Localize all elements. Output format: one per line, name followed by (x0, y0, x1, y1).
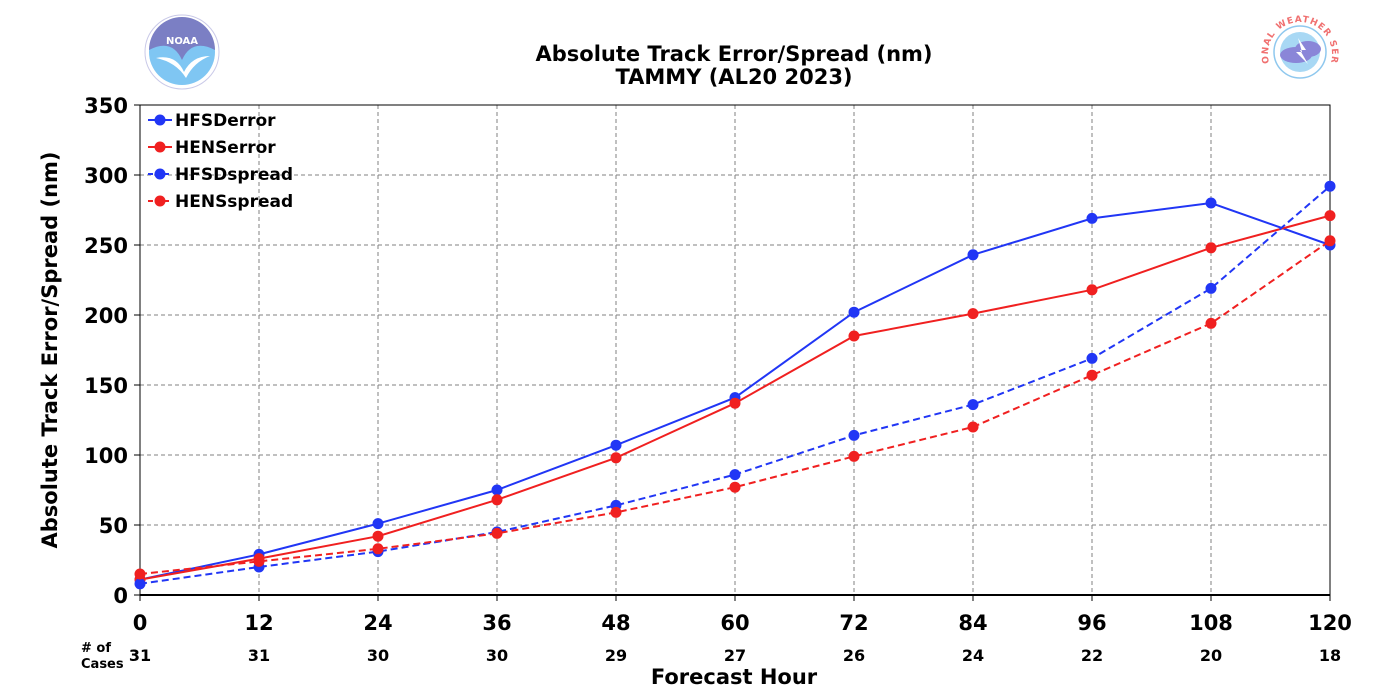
data-point-hensspread (1086, 369, 1098, 381)
data-point-hfsdspread (729, 469, 741, 481)
legend-marker (154, 114, 166, 126)
x-tick-label: 24 (363, 611, 392, 635)
data-point-hensspread (729, 481, 741, 493)
nws-logo: NATIONAL WEATHER SERVICE (1261, 15, 1338, 79)
data-point-hfsderror (848, 306, 860, 318)
y-tick-label: 0 (113, 584, 128, 608)
data-point-hfsderror (1086, 212, 1098, 224)
data-point-henserror (372, 530, 384, 542)
y-tick-label: 50 (99, 514, 128, 538)
data-point-hfsderror (491, 484, 503, 496)
legend-marker (154, 168, 166, 180)
y-axis-label: Absolute Track Error/Spread (nm) (38, 151, 62, 548)
series-line-hensspread (139, 239, 1331, 575)
series-lines (134, 180, 1336, 590)
data-point-henserror (491, 494, 503, 506)
data-point-henserror (848, 330, 860, 342)
data-point-hensspread (1205, 317, 1217, 329)
chart-subtitle: TAMMY (AL20 2023) (615, 65, 852, 89)
case-count: 27 (724, 646, 746, 665)
x-tick-label: 72 (839, 611, 868, 635)
cases-label: # of Cases (81, 641, 124, 672)
data-point-henserror (1324, 210, 1336, 222)
legend-marker (154, 141, 166, 153)
x-tick-label: 12 (244, 611, 273, 635)
data-point-hfsderror (967, 249, 979, 261)
data-point-hensspread (610, 506, 622, 518)
data-point-hensspread (848, 450, 860, 462)
case-count: 30 (486, 646, 508, 665)
data-point-hensspread (967, 421, 979, 433)
case-count: 31 (248, 646, 270, 665)
data-point-hfsdspread (1324, 180, 1336, 192)
data-point-henserror (1086, 284, 1098, 296)
y-tick-label: 100 (84, 444, 128, 468)
data-point-henserror (967, 308, 979, 320)
x-tick-label: 108 (1189, 611, 1233, 635)
data-point-hensspread (372, 543, 384, 555)
noaa-logo-text: NOAA (166, 36, 198, 47)
x-tick-label: 120 (1308, 611, 1352, 635)
axes: 0 50 100 150 200 250 300 350 0 31 12 31 24 30 36 30 48 29… (84, 94, 1352, 665)
data-point-hfsderror (372, 518, 384, 530)
noaa-logo: NOAA (144, 14, 220, 90)
case-count: 24 (962, 646, 984, 665)
chart-title: Absolute Track Error/Spread (nm) (535, 42, 932, 66)
y-tick-label: 150 (84, 374, 128, 398)
data-point-hfsdspread (1205, 282, 1217, 294)
x-tick-label: 84 (958, 611, 987, 635)
case-count: 31 (129, 646, 151, 665)
x-tick-label: 36 (482, 611, 511, 635)
x-tick-label: 48 (601, 611, 630, 635)
legend-label: HFSDerror (175, 111, 276, 131)
legend: HFSDerror HENSerror HFSDspread HENSspread (148, 111, 293, 212)
case-count: 29 (605, 646, 627, 665)
data-point-hfsderror (610, 439, 622, 451)
data-point-hfsdspread (1086, 352, 1098, 364)
case-count: 30 (367, 646, 389, 665)
case-count: 20 (1200, 646, 1222, 665)
case-count: 26 (843, 646, 865, 665)
data-point-hensspread (134, 568, 146, 580)
legend-label: HFSDspread (175, 165, 293, 185)
case-count: 18 (1319, 646, 1341, 665)
legend-label: HENSerror (175, 138, 276, 158)
x-tick-label: 0 (133, 611, 148, 635)
legend-marker (154, 195, 166, 207)
legend-label: HENSspread (175, 192, 293, 212)
case-count: 22 (1081, 646, 1103, 665)
x-tick-label: 96 (1077, 611, 1106, 635)
data-point-hfsderror (1205, 197, 1217, 209)
y-tick-label: 350 (84, 94, 128, 118)
data-point-hensspread (1324, 235, 1336, 247)
data-point-henserror (610, 452, 622, 464)
data-point-hfsdspread (967, 399, 979, 411)
x-tick-label: 60 (720, 611, 749, 635)
data-point-hensspread (253, 555, 265, 567)
data-point-hensspread (491, 527, 503, 539)
x-axis-label: Forecast Hour (651, 665, 818, 689)
y-tick-label: 200 (84, 304, 128, 328)
y-tick-label: 250 (84, 234, 128, 258)
data-point-henserror (1205, 242, 1217, 254)
grid-lines (140, 105, 1330, 595)
y-tick-label: 300 (84, 164, 128, 188)
data-point-hfsdspread (134, 578, 146, 590)
data-point-henserror (729, 397, 741, 409)
data-point-hfsdspread (848, 429, 860, 441)
